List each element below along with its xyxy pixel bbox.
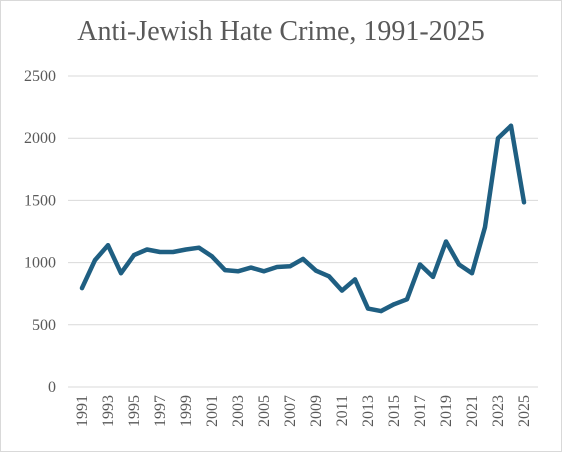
data-point	[249, 265, 253, 270]
gridlines	[68, 75, 538, 388]
data-point	[431, 274, 435, 279]
data-point	[522, 200, 526, 205]
data-point	[288, 264, 292, 269]
data-point	[106, 243, 110, 248]
x-tick-label: 2011	[334, 395, 351, 426]
data-point	[470, 271, 474, 276]
chart-title: Anti-Jewish Hate Crime, 1991-2025	[77, 16, 485, 47]
x-tick-label: 2013	[360, 395, 377, 427]
x-tick-label: 2001	[204, 395, 221, 427]
data-point	[379, 309, 383, 314]
series-layer	[79, 123, 527, 314]
y-tick-label: 1500	[24, 192, 56, 209]
data-point	[93, 258, 97, 263]
data-point	[418, 262, 422, 267]
y-tick-label: 2500	[24, 68, 56, 85]
x-tick-label: 2025	[516, 395, 533, 427]
y-tick-label: 1000	[24, 255, 56, 272]
data-point	[392, 302, 396, 307]
data-point	[301, 256, 305, 261]
x-tick-label: 2015	[386, 395, 403, 427]
data-point	[145, 247, 149, 252]
data-point	[184, 247, 188, 252]
x-tick-label: 2017	[412, 395, 429, 427]
data-point	[509, 123, 513, 128]
series-line-0	[79, 123, 527, 314]
x-tick-label: 2007	[282, 395, 299, 427]
data-point	[119, 271, 123, 276]
data-point	[223, 268, 227, 273]
data-point	[236, 269, 240, 274]
data-point	[80, 286, 84, 291]
data-point	[340, 288, 344, 293]
data-point	[366, 306, 370, 311]
x-tick-label: 1997	[152, 395, 169, 427]
data-point	[275, 264, 279, 269]
y-tick-label: 500	[32, 317, 56, 334]
x-tick-label: 1995	[126, 395, 143, 427]
data-point	[314, 268, 318, 273]
y-tick-labels: 0 500 1000 1500 2000 2500	[24, 68, 56, 396]
data-point	[327, 274, 331, 279]
x-tick-label: 2021	[464, 395, 481, 427]
x-tick-labels: 1991 1993 1995 1997 1999 2001 2003 2005 2007 2009…	[74, 395, 533, 427]
data-point	[171, 250, 175, 255]
data-point	[457, 262, 461, 267]
y-tick-label: 0	[48, 379, 56, 396]
data-point	[158, 250, 162, 255]
x-tick-label: 2003	[230, 395, 247, 427]
x-tick-label: 2019	[438, 395, 455, 427]
data-point	[444, 239, 448, 244]
x-tick-label: 1999	[178, 395, 195, 427]
x-tick-label: 1993	[100, 395, 117, 427]
x-tick-label: 2009	[308, 395, 325, 427]
data-point	[405, 297, 409, 302]
x-tick-label: 2005	[256, 395, 273, 427]
data-point	[262, 269, 266, 274]
data-point	[210, 254, 214, 259]
data-point	[496, 136, 500, 141]
data-point	[132, 253, 136, 258]
data-point	[483, 225, 487, 230]
y-tick-label: 2000	[24, 130, 56, 147]
data-point	[197, 245, 201, 250]
data-point	[353, 277, 357, 282]
x-tick-label: 2023	[490, 395, 507, 427]
x-tick-label: 1991	[74, 395, 91, 427]
